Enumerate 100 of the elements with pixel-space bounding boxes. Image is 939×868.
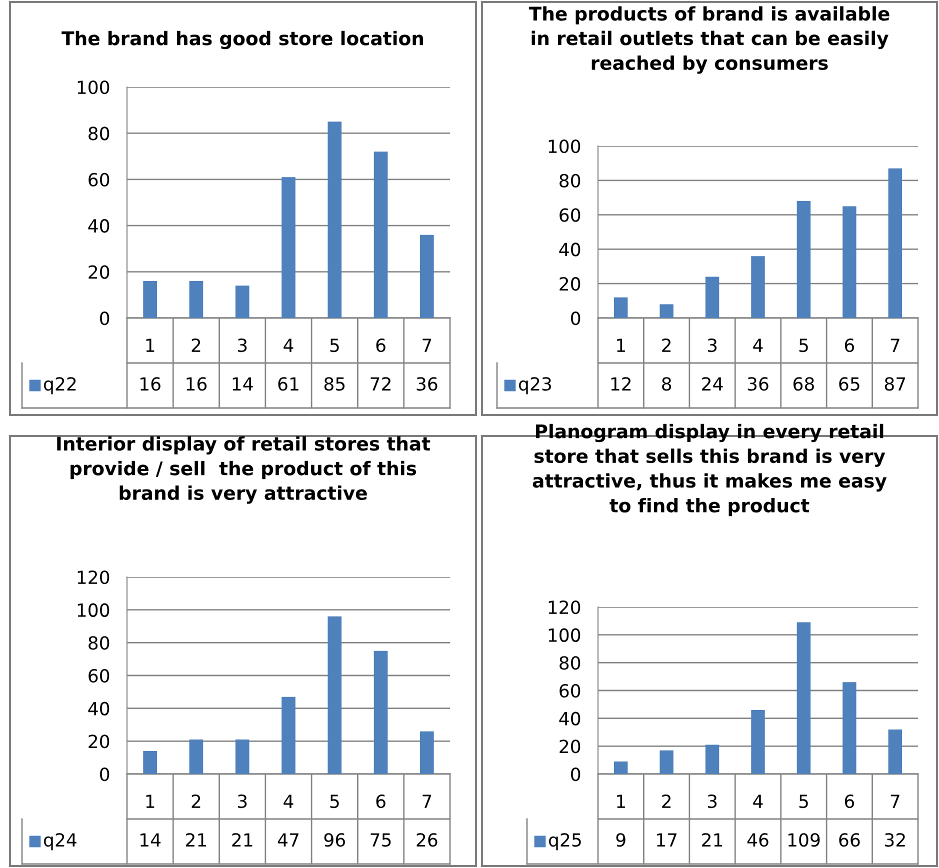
bar (660, 304, 674, 318)
y-tick-label: 20 (88, 265, 110, 279)
bar (143, 281, 157, 318)
bar (796, 201, 811, 318)
y-tick-label: 0 (100, 767, 110, 782)
data-label: 14 (140, 833, 161, 846)
x-tick-label: 5 (330, 338, 339, 352)
y-tick-label: 80 (560, 656, 580, 670)
legend-label: q22 (44, 377, 76, 394)
y-tick-label: 60 (560, 684, 580, 698)
bar (374, 650, 388, 774)
bar (888, 168, 902, 318)
y-tick-label: 20 (560, 740, 580, 754)
y-tick-label: 40 (559, 242, 580, 256)
bar (751, 256, 765, 318)
bar (420, 731, 434, 774)
bar (235, 740, 250, 774)
data-label: 21 (702, 833, 722, 846)
bar (660, 750, 674, 774)
data-label: 87 (884, 377, 906, 391)
y-tick-label: 60 (560, 208, 580, 222)
legend-label: q23 (518, 377, 551, 394)
x-tick-label: 6 (844, 794, 854, 808)
data-label: 16 (186, 377, 207, 391)
x-tick-label: 4 (284, 338, 294, 352)
legend-label: q24 (44, 833, 76, 850)
x-tick-label: 1 (617, 338, 625, 352)
data-label: 68 (793, 377, 814, 391)
y-tick-label: 20 (560, 277, 580, 291)
data-label: 16 (140, 377, 160, 391)
x-tick-label: 2 (192, 338, 200, 352)
bar (842, 206, 856, 318)
x-tick-label: 5 (799, 794, 808, 808)
y-tick-label: 40 (559, 712, 580, 726)
y-tick-label: 100 (548, 628, 580, 642)
x-tick-label: 1 (146, 794, 154, 808)
x-tick-label: 3 (238, 338, 247, 352)
x-tick-label: 3 (708, 794, 717, 808)
data-label: 72 (370, 377, 390, 390)
bar (189, 740, 204, 774)
data-label: 109 (788, 833, 820, 847)
bar (328, 616, 342, 774)
x-tick-label: 4 (753, 338, 763, 352)
x-tick-label: 2 (192, 794, 200, 808)
data-label: 21 (186, 833, 206, 846)
x-tick-label: 7 (422, 338, 432, 352)
data-label: 17 (657, 833, 677, 846)
y-tick-label: 0 (100, 311, 110, 326)
chart-title: The products of brand is available in retail outlets that can be easily reached by consumers (528, 6, 890, 74)
y-tick-label: 100 (548, 139, 580, 154)
chart-title: Interior display of retail stores that provide / sell the product of this brand is very attractive (57, 436, 430, 504)
bar (143, 751, 157, 774)
x-tick-label: 5 (799, 338, 808, 352)
x-tick-label: 6 (844, 338, 854, 352)
x-tick-label: 3 (708, 338, 717, 352)
data-label: 14 (232, 377, 253, 390)
y-tick-label: 60 (88, 172, 110, 187)
y-tick-label: 40 (88, 219, 110, 233)
data-label: 12 (611, 377, 631, 390)
data-label: 36 (748, 377, 768, 391)
x-tick-label: 1 (146, 338, 154, 352)
data-label: 21 (232, 833, 252, 846)
bar (282, 177, 296, 318)
y-tick-label: 100 (78, 80, 110, 94)
x-tick-label: 4 (753, 794, 763, 808)
x-tick-label: 7 (890, 338, 900, 352)
bar (420, 234, 434, 318)
bar (614, 761, 628, 774)
y-tick-label: 60 (88, 668, 110, 683)
y-tick-label: 120 (78, 570, 110, 584)
chart-title: Planogram display in every retail store that sells this brand is very attractive, thus it makes me easy to find the product (532, 424, 887, 516)
bar (235, 286, 250, 318)
data-label: 96 (324, 833, 345, 847)
bar (282, 696, 296, 774)
x-tick-label: 7 (890, 794, 900, 808)
y-tick-label: 120 (548, 600, 580, 614)
x-tick-label: 6 (376, 338, 386, 352)
data-label: 61 (278, 377, 298, 391)
bar (189, 281, 204, 318)
chart-title: The brand has good store location (62, 30, 424, 50)
data-label: 24 (702, 377, 723, 390)
y-tick-label: 80 (88, 636, 110, 650)
x-tick-label: 6 (376, 794, 386, 808)
y-tick-label: 80 (560, 174, 580, 188)
y-tick-label: 0 (571, 767, 580, 782)
x-tick-label: 4 (284, 794, 294, 808)
y-tick-label: 0 (571, 311, 580, 326)
data-label: 65 (839, 377, 860, 391)
bar (614, 297, 628, 318)
y-tick-label: 100 (78, 603, 110, 617)
bar (705, 744, 720, 774)
bar (796, 622, 811, 774)
bar (705, 276, 720, 318)
x-tick-label: 3 (238, 794, 247, 808)
data-label: 8 (662, 377, 672, 391)
data-label: 26 (416, 833, 438, 847)
bar (328, 122, 342, 318)
data-label: 47 (278, 833, 298, 846)
x-tick-label: 5 (330, 794, 339, 808)
data-label: 85 (324, 377, 345, 391)
